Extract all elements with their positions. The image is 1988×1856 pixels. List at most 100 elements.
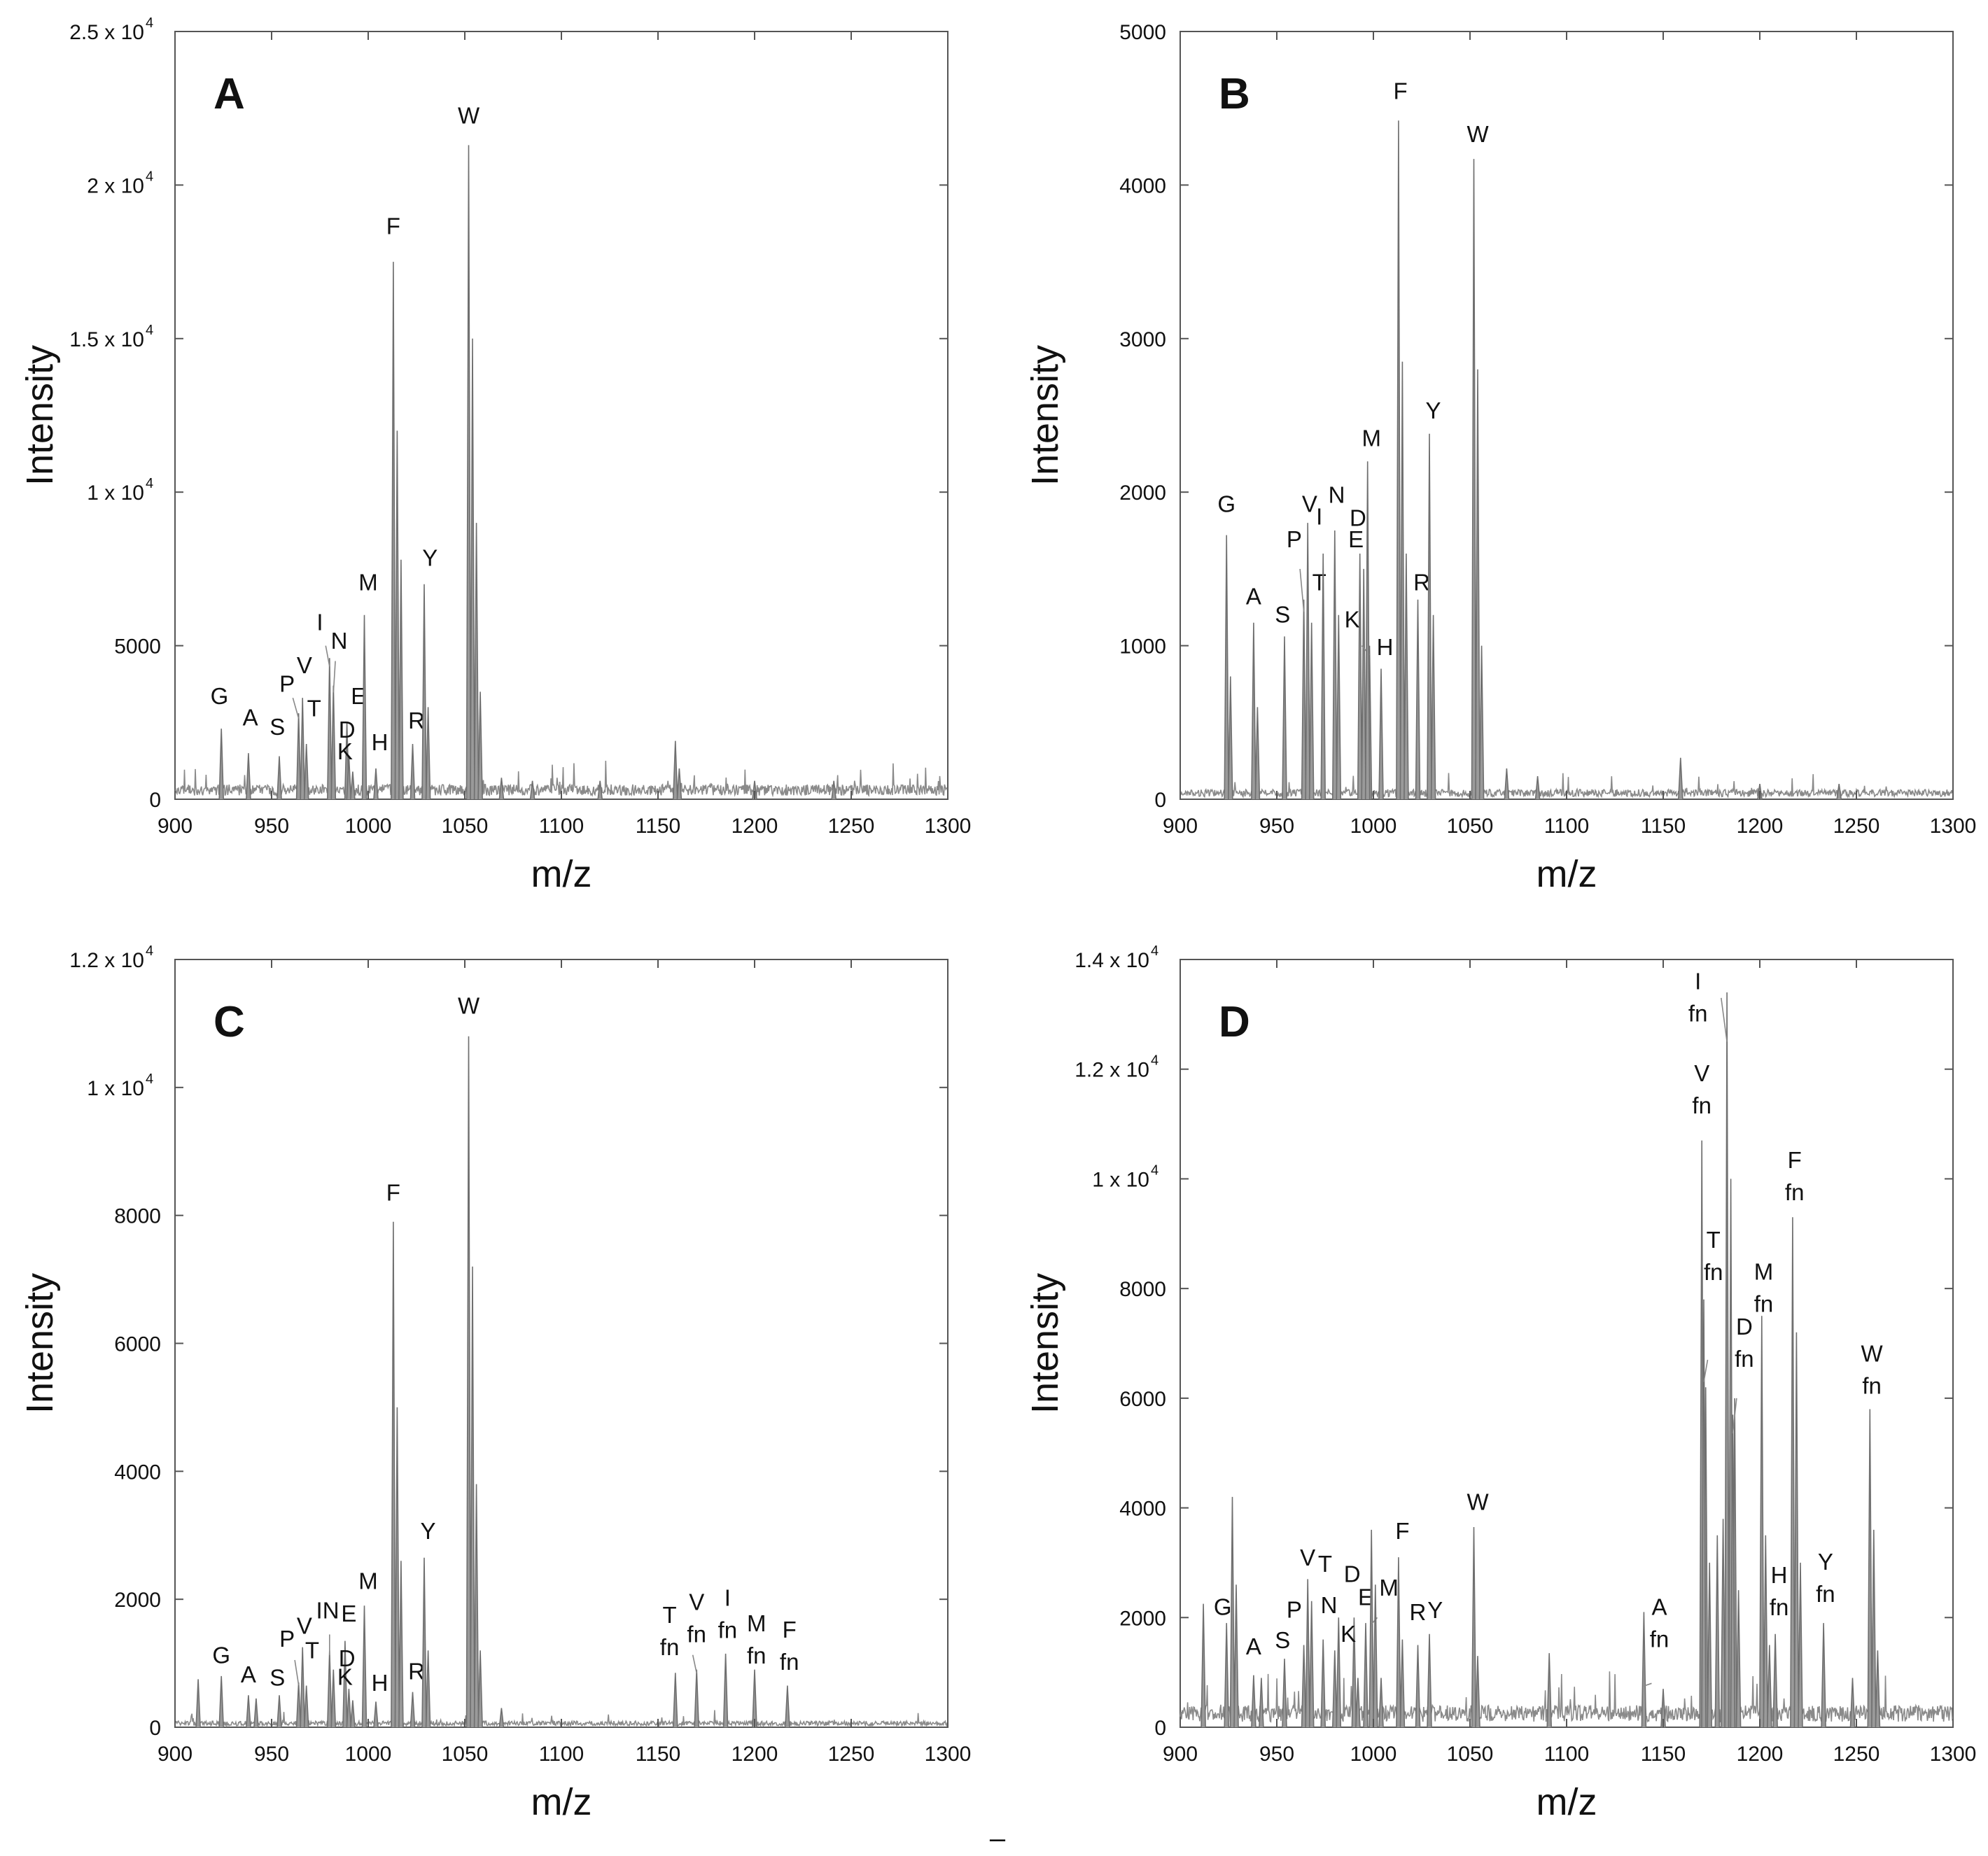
spectrum-peak — [1430, 614, 1436, 800]
spectrum-peak — [421, 584, 427, 800]
y-tick-exponent: 4 — [146, 323, 153, 338]
y-tick-label: 6000 — [114, 1333, 161, 1356]
peak-label: G — [212, 1643, 230, 1668]
peak-label-fn: fn — [1770, 1594, 1789, 1620]
spectrum-peak — [1368, 1529, 1374, 1728]
peak-label-fn: fn — [1692, 1092, 1712, 1118]
peak-label: I — [1695, 968, 1701, 994]
spectrum-peak — [1427, 1633, 1432, 1728]
peak-label: V — [297, 1613, 312, 1639]
spectrum-peak — [253, 1698, 259, 1728]
x-tick-label: 1100 — [539, 1743, 584, 1766]
peak-label: R — [408, 1658, 425, 1684]
spectrum-peak — [410, 1692, 416, 1728]
x-tick-label: 900 — [1163, 815, 1198, 838]
peak-label-fn: fn — [1704, 1259, 1723, 1285]
spectrum-peak — [1320, 553, 1326, 800]
y-tick-label: 6000 — [1119, 1388, 1166, 1411]
y-tick-exponent: 4 — [1151, 1162, 1158, 1178]
spectrum-peak — [1641, 1612, 1647, 1728]
x-tick-label: 1100 — [1544, 1743, 1590, 1766]
peak-leader-line — [692, 1654, 697, 1673]
spectrum-peak — [676, 768, 682, 800]
x-axis-title: m/z — [1536, 853, 1597, 895]
x-tick-label: 950 — [1259, 815, 1294, 838]
peak-label: K — [337, 1664, 353, 1690]
spectrum-peak — [498, 778, 505, 800]
spectrum-peak — [1301, 1645, 1307, 1728]
bottom-mark: – — [990, 1823, 1006, 1854]
spectrum-peak — [346, 756, 352, 800]
x-tick-label: 950 — [254, 1743, 289, 1766]
peak-label: I — [316, 610, 323, 635]
spectrum-peak — [327, 658, 332, 800]
peak-label: G — [1217, 491, 1236, 517]
peak-label: P — [1287, 1596, 1302, 1622]
peak-label: I — [1316, 503, 1322, 529]
spectrum-peak — [1259, 1678, 1264, 1728]
spectrum-peak — [1849, 1678, 1856, 1728]
spectrum-peak — [1233, 1584, 1239, 1728]
x-tick-label: 1300 — [925, 1743, 972, 1766]
peak-label: V — [689, 1589, 704, 1615]
peak-leader-line — [1703, 1359, 1709, 1382]
peak-label: S — [270, 1665, 285, 1691]
spectrum-peak — [1798, 1562, 1803, 1728]
y-tick-exponent: 4 — [146, 943, 153, 959]
peak-label: E — [1358, 1584, 1373, 1610]
spectrum-peak — [1332, 1650, 1338, 1728]
spectrum-peak — [673, 740, 678, 800]
y-axis-title: Intensity — [19, 1273, 61, 1414]
x-tick-label: 1300 — [925, 815, 972, 838]
y-tick-label: 4000 — [1119, 174, 1166, 197]
spectrum-peak — [1767, 1645, 1772, 1728]
peak-label: P — [279, 670, 295, 696]
x-tick-label: 1100 — [539, 815, 584, 838]
spectrum-peak — [398, 1561, 404, 1728]
spectrum-peak — [425, 707, 431, 800]
y-tick-label: 2 x 10 — [87, 174, 144, 197]
x-tick-label: 1300 — [1930, 1743, 1977, 1766]
spectrum-peak — [473, 1484, 479, 1728]
spectrum-peak — [1308, 1601, 1315, 1728]
peak-label-fn: fn — [780, 1649, 799, 1675]
x-tick-label: 1050 — [1447, 1743, 1494, 1766]
spectrum-peak — [473, 523, 479, 800]
peak-label: Y — [421, 1518, 436, 1544]
peak-label: E — [1348, 526, 1364, 552]
y-tick-label: 1000 — [1119, 635, 1166, 659]
x-tick-label: 1000 — [1350, 1743, 1397, 1766]
spectrum-peak — [1821, 1623, 1826, 1728]
y-tick-label: 2000 — [1119, 1607, 1166, 1630]
spectrum-peak — [1336, 614, 1342, 800]
peak-label: D — [339, 717, 356, 743]
y-tick-exponent: 4 — [146, 476, 153, 491]
spectrum-peak — [1282, 636, 1287, 800]
spectrum-peak — [1200, 1603, 1206, 1728]
spectrum-peak — [1867, 1409, 1873, 1728]
peak-label: A — [241, 1661, 256, 1687]
x-tick-label: 1200 — [1737, 815, 1784, 838]
spectrum-peak — [195, 1679, 201, 1728]
peak-leader-line — [325, 645, 330, 667]
peak-label: Y — [1426, 398, 1441, 423]
x-tick-label: 900 — [158, 815, 192, 838]
panel-letter: D — [1219, 998, 1250, 1046]
spectrum-peak — [1772, 1633, 1778, 1728]
x-tick-label: 950 — [1259, 1743, 1294, 1766]
y-tick-label: 4000 — [114, 1461, 161, 1484]
panel-letter: C — [214, 998, 245, 1046]
y-tick-label: 2.5 x 10 — [69, 21, 144, 44]
y-tick-exponent: 4 — [146, 15, 153, 31]
spectrum-peak — [303, 743, 309, 800]
y-tick-label: 1.4 x 10 — [1074, 949, 1149, 972]
peak-label-fn: fn — [660, 1634, 680, 1660]
y-tick-label: 1.2 x 10 — [69, 949, 144, 972]
peak-label: H — [372, 1670, 388, 1696]
spectrum-peak — [529, 780, 536, 800]
spectrum-peak — [1396, 120, 1401, 800]
spectrum-peak — [361, 614, 368, 800]
peak-label: M — [358, 570, 378, 596]
x-tick-label: 1100 — [1544, 815, 1590, 838]
